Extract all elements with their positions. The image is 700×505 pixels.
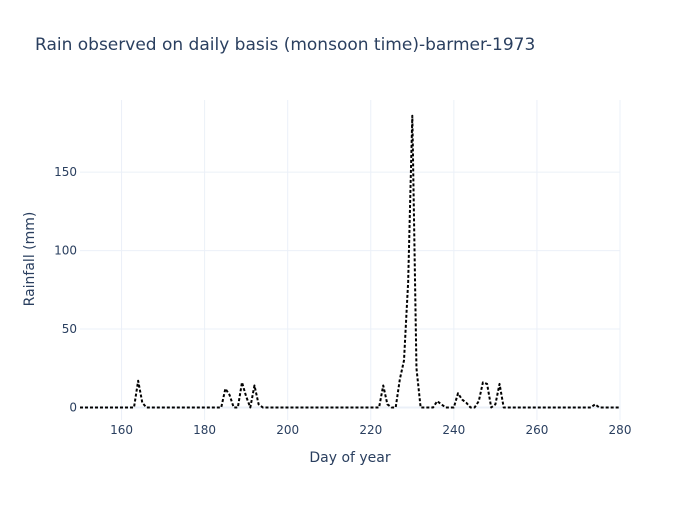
y-tick-label: 50: [62, 322, 77, 336]
tick-labels: 160 180 200 220 240 260 280 0 50 100 150: [54, 165, 631, 437]
y-tick-label: 0: [69, 400, 77, 414]
y-tick-label: 150: [54, 165, 77, 179]
x-tick-label: 260: [525, 423, 548, 437]
x-tick-label: 240: [442, 423, 465, 437]
rainfall-series-line: [80, 114, 620, 409]
grid-lines: [80, 100, 621, 420]
x-axis-title: Day of year: [309, 450, 391, 466]
data-series: [80, 114, 620, 409]
x-tick-label: 200: [276, 423, 299, 437]
x-tick-label: 180: [193, 423, 216, 437]
x-tick-label: 280: [609, 423, 632, 437]
y-tick-label: 100: [54, 244, 77, 258]
x-tick-label: 160: [110, 423, 133, 437]
y-axis-title: Rainfall (mm): [22, 212, 38, 307]
chart-title: Rain observed on daily basis (monsoon ti…: [35, 35, 535, 55]
x-tick-label: 220: [359, 423, 382, 437]
